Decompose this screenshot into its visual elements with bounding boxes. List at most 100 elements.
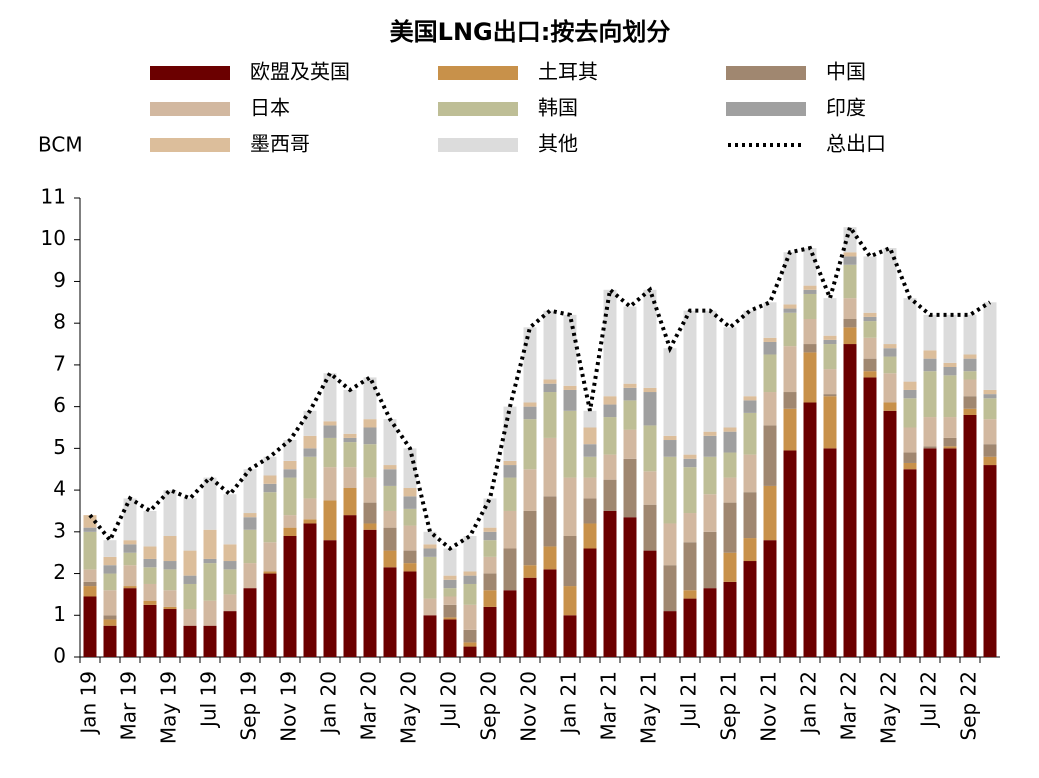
bar-segment [183,498,197,551]
x-tick-label: Mar 19 [117,671,141,741]
bar-segment [523,419,537,470]
bar-segment [983,419,997,445]
bar-segment [383,527,397,551]
bar-segment [883,373,897,403]
bar-segment [903,298,917,382]
bar-segment [783,346,797,393]
bar-segment [563,477,577,536]
x-tick-label: Jul 21 [677,671,701,729]
bar-segment [663,348,677,436]
bar-segment [443,617,457,620]
bar-segment [803,285,817,290]
bar-segment [143,558,157,568]
bar-segment [783,450,797,657]
bar-segment [703,456,717,495]
bar-segment [483,606,497,657]
bar-segment [683,590,697,599]
bar-segment [83,596,97,657]
bar-segment [203,529,217,559]
bar-segment [363,427,377,445]
bar-segment [283,440,297,461]
bar-segment [263,542,277,572]
bar-segment [443,604,457,618]
bar-segment [743,400,757,413]
bar-segment [383,485,397,511]
bar-segment [483,531,497,541]
x-tick-label: Jul 20 [437,671,461,729]
bar-segment [243,517,257,530]
bar-segment [503,477,517,511]
bar-segment [503,460,517,466]
bar-segment [743,492,757,539]
bar-segment [803,293,817,320]
bar-segment [243,469,257,514]
bar-segment [883,356,897,374]
bar-segment [503,548,517,591]
bar-segment [843,256,857,265]
bar-segment [883,248,897,345]
bar-segment [723,552,737,582]
bar-segment [743,454,757,493]
x-tick-label: Jan 19 [77,671,101,736]
bar-segment [123,552,137,566]
bar-segment [523,406,537,420]
bar-segment [763,425,777,486]
bar-segment [223,494,237,545]
bar-segment [843,264,857,299]
bar-segment [643,387,657,393]
bar-segment [123,498,137,541]
bar-segment [83,569,97,582]
bar-segment [363,502,377,524]
bar-segment [823,369,837,395]
bar-segment [643,392,657,426]
bar-segment [443,588,457,597]
bar-segment [283,469,297,478]
x-tick-label: Sep 20 [477,671,501,741]
bar-segment [623,429,637,459]
bar-segment [523,577,537,657]
bar-segment [323,467,337,501]
bar-segment [763,354,777,393]
bar-segment [943,366,957,376]
bar-segment [363,377,377,420]
bar-segment [843,319,857,328]
bar-segment [83,531,97,570]
bar-segment [423,556,437,599]
bar-segment [163,609,177,657]
x-tick-label: May 20 [397,671,421,744]
bar-segment [823,298,837,336]
bar-segment [563,615,577,657]
bar-segment [383,469,397,486]
bar-segment [283,535,297,657]
bar-segment [343,442,357,468]
bar-segment [303,519,317,524]
bar-segment [103,590,117,616]
bar-segment [243,588,257,657]
bar-segment [323,373,337,422]
bar-segment [543,569,557,657]
x-tick-label: Jan 20 [317,671,341,736]
bar-segment [343,515,357,657]
bar-segment [183,625,197,657]
x-tick-label: Mar 20 [357,671,381,741]
bar-segment [103,573,117,591]
bar-segment [163,561,177,570]
bar-segment [223,561,237,570]
bar-segment [203,600,217,626]
bar-segment [803,344,817,353]
bar-segment [683,310,697,455]
bar-segment [943,375,957,418]
bar-segment [563,385,577,390]
bar-segment [563,389,577,411]
bar-segment [403,550,417,564]
bar-segment [703,531,717,589]
bar-segment [463,571,477,576]
bar-segment [243,563,257,589]
bar-segment [923,446,937,449]
bar-segment [383,550,397,568]
bar-segment [423,598,437,616]
bar-segment [343,467,357,489]
bar-segment [543,310,557,380]
bar-segment [823,335,837,340]
bar-segment [523,469,537,511]
